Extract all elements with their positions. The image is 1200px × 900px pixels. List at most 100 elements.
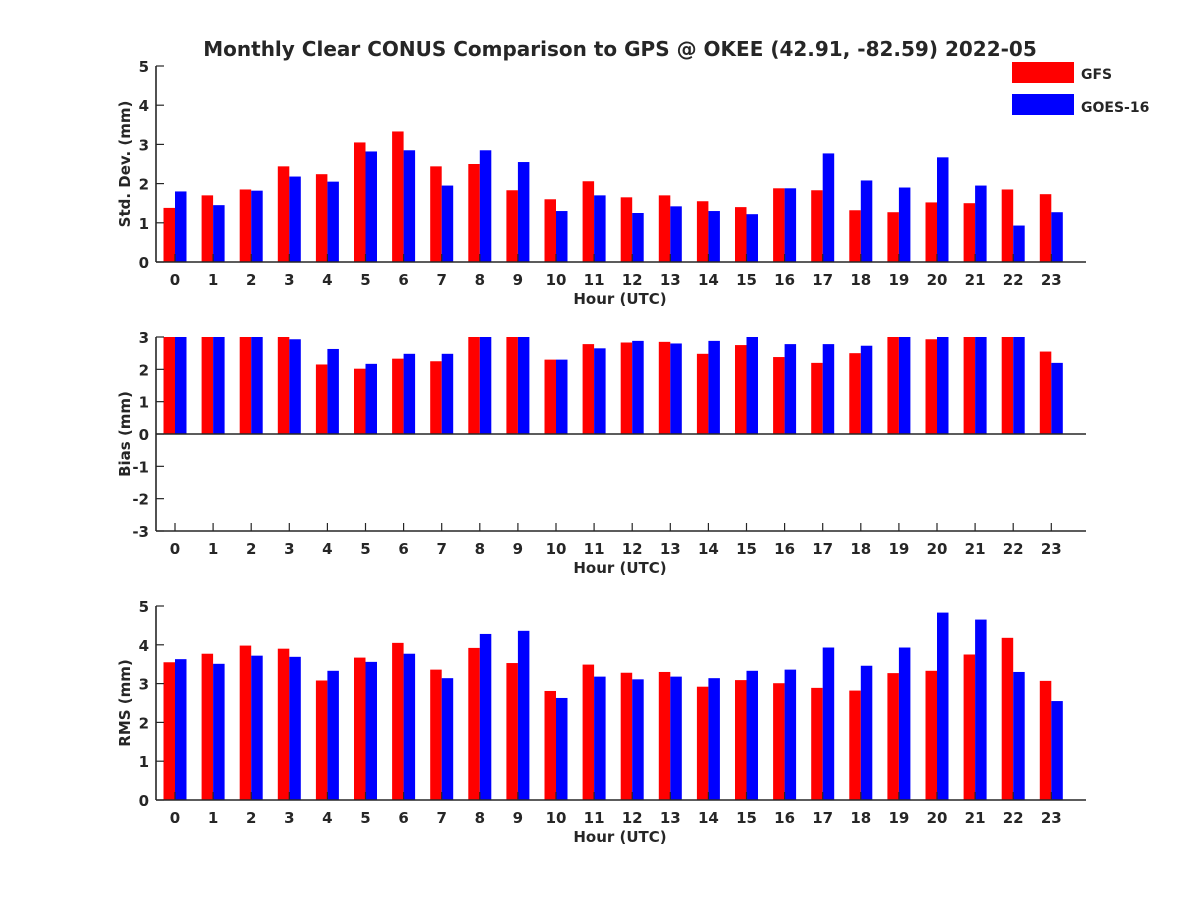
bar-stddev-gfs-8 <box>468 164 480 262</box>
bar-rms-goes16-18 <box>860 665 873 800</box>
bar-bias-gfs-8 <box>468 337 480 434</box>
x-tick-label-bias-11: 11 <box>584 540 605 558</box>
bar-bias-goes16-15 <box>746 337 758 434</box>
bar-rms-goes16-22 <box>1013 671 1025 800</box>
x-tick-label-rms-8: 8 <box>475 809 485 827</box>
x-axis-label-stddev: Hour (UTC) <box>573 290 666 308</box>
bar-bias-goes16-23 <box>1051 362 1063 434</box>
x-tick-label-rms-2: 2 <box>246 809 256 827</box>
y-tick-label-rms-2: 2 <box>139 714 149 732</box>
x-tick-label-stddev-20: 20 <box>927 271 948 289</box>
x-tick-label-bias-8: 8 <box>475 540 485 558</box>
x-tick-label-bias-7: 7 <box>436 540 446 558</box>
bar-stddev-gfs-21 <box>963 203 976 262</box>
x-tick-label-bias-15: 15 <box>736 540 757 558</box>
bar-rms-goes16-7 <box>441 678 454 800</box>
y-tick-label-bias-2: 2 <box>139 361 149 379</box>
x-tick-label-bias-9: 9 <box>513 540 523 558</box>
x-tick-label-rms-4: 4 <box>322 809 332 827</box>
bar-stddev-gfs-3 <box>277 166 290 262</box>
x-tick-label-rms-22: 22 <box>1003 809 1024 827</box>
x-tick-label-bias-17: 17 <box>812 540 833 558</box>
bar-bias-goes16-9 <box>517 337 530 434</box>
bar-bias-gfs-13 <box>658 341 671 434</box>
bar-stddev-goes16-6 <box>403 150 416 262</box>
bar-bias-goes16-18 <box>860 345 873 434</box>
bar-bias-goes16-3 <box>289 339 301 434</box>
bar-rms-gfs-11 <box>582 664 595 800</box>
bar-rms-goes16-10 <box>556 697 568 800</box>
y-tick-label-bias-1: 1 <box>139 394 149 412</box>
x-tick-label-rms-23: 23 <box>1041 809 1062 827</box>
bar-bias-goes16-0 <box>175 337 187 434</box>
bar-bias-gfs-17 <box>811 362 823 434</box>
x-tick-label-stddev-6: 6 <box>398 271 408 289</box>
bar-rms-goes16-2 <box>251 655 263 800</box>
bar-bias-gfs-5 <box>354 368 366 434</box>
x-tick-label-stddev-22: 22 <box>1003 271 1024 289</box>
bar-rms-goes16-1 <box>213 663 225 800</box>
x-tick-label-stddev-16: 16 <box>774 271 795 289</box>
x-tick-label-rms-7: 7 <box>436 809 446 827</box>
bar-stddev-gfs-22 <box>1001 189 1014 262</box>
y-tick-label-bias--3: -3 <box>132 523 149 541</box>
x-tick-label-stddev-14: 14 <box>698 271 719 289</box>
bar-bias-gfs-12 <box>620 342 633 434</box>
y-axis-label-stddev: Std. Dev. (mm) <box>116 101 134 228</box>
bar-bias-gfs-3 <box>277 337 290 434</box>
bar-bias-goes16-8 <box>479 337 492 434</box>
chart-title: Monthly Clear CONUS Comparison to GPS @ … <box>203 37 1037 61</box>
y-tick-label-bias-0: 0 <box>139 426 149 444</box>
bar-rms-goes16-9 <box>517 630 530 800</box>
bar-stddev-goes16-13 <box>670 206 682 262</box>
x-tick-label-stddev-4: 4 <box>322 271 332 289</box>
bar-rms-goes16-12 <box>632 679 644 800</box>
x-tick-label-rms-14: 14 <box>698 809 719 827</box>
x-tick-label-stddev-7: 7 <box>436 271 446 289</box>
bar-bias-goes16-2 <box>251 337 263 434</box>
legend-label-gfs: GFS <box>1081 67 1112 83</box>
bar-rms-gfs-1 <box>201 653 214 800</box>
x-tick-label-rms-15: 15 <box>736 809 757 827</box>
bar-stddev-goes16-0 <box>175 191 187 262</box>
bar-stddev-gfs-18 <box>849 210 861 262</box>
bar-rms-gfs-4 <box>315 680 328 800</box>
x-tick-label-bias-4: 4 <box>322 540 332 558</box>
x-tick-label-stddev-2: 2 <box>246 271 256 289</box>
x-tick-label-bias-14: 14 <box>698 540 719 558</box>
x-tick-label-bias-10: 10 <box>546 540 567 558</box>
bar-bias-goes16-6 <box>403 353 416 434</box>
x-tick-label-stddev-15: 15 <box>736 271 757 289</box>
bar-rms-gfs-5 <box>354 657 366 800</box>
bar-rms-gfs-8 <box>468 647 480 800</box>
bar-rms-gfs-16 <box>773 683 785 800</box>
bar-bias-gfs-16 <box>773 357 785 434</box>
bar-bias-gfs-7 <box>430 361 442 434</box>
x-tick-label-bias-13: 13 <box>660 540 681 558</box>
bar-bias-goes16-4 <box>327 348 339 434</box>
bar-bias-goes16-20 <box>937 337 949 434</box>
bar-rms-goes16-8 <box>479 633 492 800</box>
y-axis-label-bias: Bias (mm) <box>116 391 134 477</box>
bar-rms-goes16-17 <box>822 647 835 800</box>
legend-label-goes16: GOES-16 <box>1081 100 1149 116</box>
bar-stddev-goes16-4 <box>327 181 339 262</box>
x-tick-label-stddev-5: 5 <box>360 271 370 289</box>
x-tick-label-stddev-23: 23 <box>1041 271 1062 289</box>
bar-bias-gfs-9 <box>506 337 518 434</box>
x-axis-label-bias: Hour (UTC) <box>573 559 666 577</box>
x-tick-label-bias-2: 2 <box>246 540 256 558</box>
x-tick-label-stddev-0: 0 <box>170 271 180 289</box>
x-tick-label-bias-19: 19 <box>888 540 909 558</box>
bar-stddev-gfs-2 <box>239 189 252 262</box>
x-tick-label-bias-0: 0 <box>170 540 180 558</box>
bar-stddev-gfs-12 <box>620 197 633 262</box>
x-tick-label-rms-5: 5 <box>360 809 370 827</box>
x-tick-label-stddev-13: 13 <box>660 271 681 289</box>
bar-stddev-goes16-19 <box>898 187 911 262</box>
bar-bias-goes16-21 <box>975 337 987 434</box>
bar-rms-gfs-17 <box>811 687 823 800</box>
bar-rms-goes16-19 <box>898 647 911 800</box>
